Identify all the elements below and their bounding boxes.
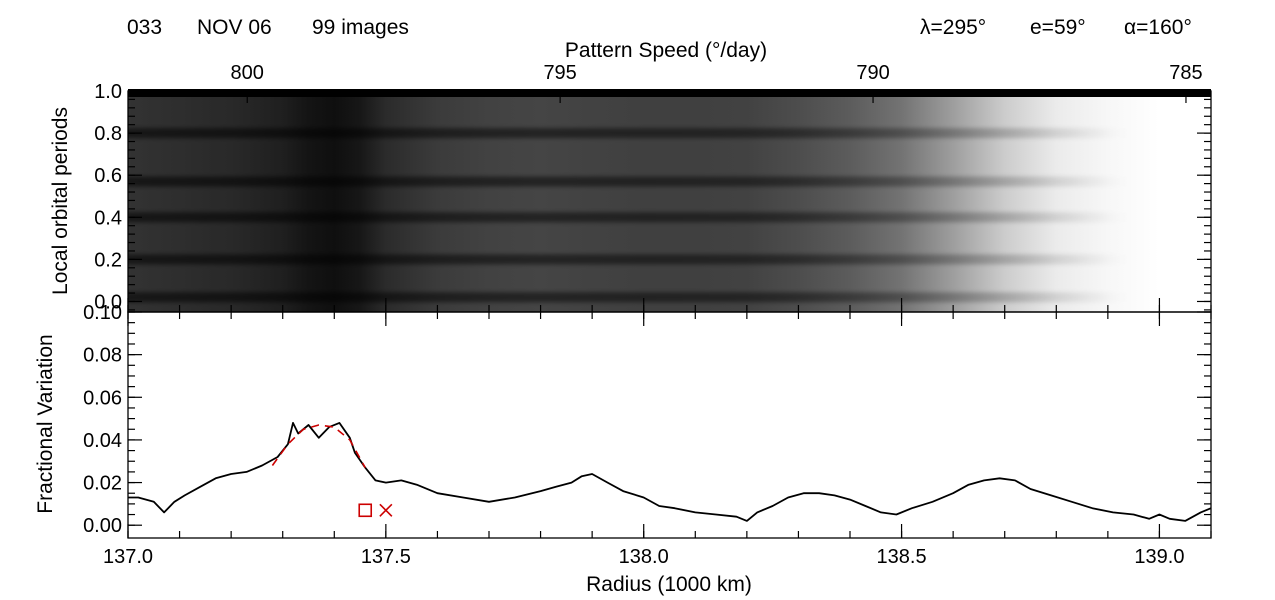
pattern-speed-tick-label: 795 [543, 62, 576, 84]
radius-tick-label: 138.0 [619, 546, 669, 568]
fit-curve-dashed [271, 424, 366, 468]
radius-tick-label: 138.5 [877, 546, 927, 568]
pattern-speed-label: Pattern Speed (°/day) [565, 39, 767, 62]
heatmap-y-tick-label: 0.4 [94, 207, 122, 229]
observation-date: NOV 06 [197, 16, 272, 39]
emission-label: e=59° [1030, 16, 1086, 39]
pattern-speed-tick-label: 790 [856, 62, 889, 84]
line-panel: 0.00 0.02 0.04 0.06 0.08 0.10 137.0 137.5 138.0… [34, 298, 1212, 596]
line-y-tick-label: 0.08 [83, 345, 122, 367]
heatmap-dark-band [128, 128, 1211, 139]
heatmap-image [128, 91, 1211, 312]
phase-label: α=160° [1124, 16, 1192, 39]
line-y-label: Fractional Variation [34, 334, 57, 513]
square-marker [358, 503, 373, 518]
heatmap-y-tick-label: 0.8 [94, 123, 122, 145]
pattern-speed-tick-label: 785 [1169, 62, 1202, 84]
x-marker-stroke [379, 503, 393, 517]
x-marker [379, 503, 393, 517]
marker-group [358, 503, 393, 518]
radius-tick-label: 137.0 [103, 546, 153, 568]
heatmap-dark-band [128, 176, 1211, 187]
heatmap-y-tick-label: 0.2 [94, 249, 122, 271]
pattern-speed-axis: 800 795 790 785 [231, 62, 1203, 103]
line-y-axis: 0.00 0.02 0.04 0.06 0.08 0.10 [83, 302, 1211, 537]
pattern-speed-tick-label: 800 [231, 62, 264, 84]
heatmap-y-tick-label: 0.6 [94, 165, 122, 187]
heatmap-dark-band [128, 212, 1211, 223]
lambda-label: λ=295° [920, 16, 986, 39]
heatmap-y-axis: 0.0 0.2 0.4 0.6 0.8 1.0 [94, 81, 1211, 313]
heatmap-top-edge [128, 89, 1211, 97]
line-y-tick-label: 0.06 [83, 387, 122, 409]
observation-id: 033 [127, 16, 162, 39]
line-y-tick-label: 0.02 [83, 473, 122, 495]
radius-axis: 137.0 137.5 138.0 138.5 139.0 [103, 298, 1212, 568]
line-frame [127, 311, 1212, 539]
heatmap-y-tick-label: 0.0 [94, 291, 122, 313]
line-y-tick-label: 0.04 [83, 430, 122, 452]
heatmap-streaks [128, 128, 1211, 303]
fractional-variation-line [128, 422, 1212, 522]
heatmap-y-label: Local orbital periods [49, 107, 72, 295]
radius-tick-label: 139.0 [1134, 546, 1184, 568]
line-y-tick-label: 0.00 [83, 515, 122, 537]
image-count: 99 images [312, 16, 409, 39]
heatmap-y-tick-label: 1.0 [94, 81, 122, 103]
line-y-tick-label: 0.10 [83, 302, 122, 324]
radius-tick-label: 137.5 [361, 546, 411, 568]
heatmap-dark-band [128, 292, 1211, 303]
line-series-group [128, 422, 1212, 522]
radius-label: Radius (1000 km) [586, 573, 752, 596]
heatmap-dark-band [128, 254, 1211, 265]
heatmap-panel: 0.0 0.2 0.4 0.6 0.8 1.0 800 795 790 785 Pattern … [49, 39, 1212, 313]
